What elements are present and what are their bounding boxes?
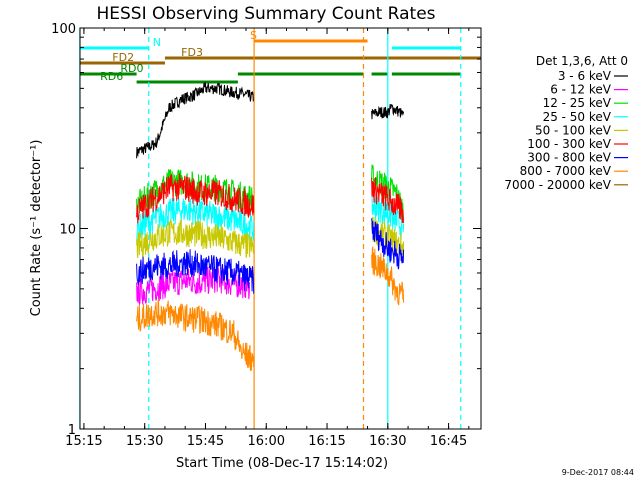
legend-entry-label-5: 100 - 300 keV <box>527 137 611 151</box>
series-layer <box>136 81 405 371</box>
chart-title: HESSI Observing Summary Count Rates <box>96 4 435 24</box>
y-tick-label-0: 1 <box>68 423 76 438</box>
flag-label-rd0: RD0 <box>120 62 143 75</box>
legend-entry-label-8: 7000 - 20000 keV <box>504 178 611 192</box>
x-tick-label-0: 15:15 <box>65 434 102 449</box>
footer-date: 9-Dec-2017 08:44 <box>562 468 634 477</box>
series-0-segment-1 <box>371 103 405 120</box>
y-axis-label: Count Rate (s⁻¹ detector⁻¹) <box>29 140 44 317</box>
series-5-segment-1 <box>371 177 405 223</box>
legend-entry-label-1: 6 - 12 keV <box>550 83 612 97</box>
x-tick-label-6: 16:45 <box>430 434 467 449</box>
series-6-segment-0 <box>136 249 255 294</box>
series-7-segment-0 <box>136 298 255 371</box>
series-5-segment-0 <box>136 173 255 224</box>
series-4-segment-0 <box>136 219 255 259</box>
flags-layer: NSFD2FD3RD0RD6 <box>79 29 481 84</box>
x-tick-label-5: 16:30 <box>369 434 406 449</box>
legend-entry-label-6: 300 - 800 keV <box>527 151 611 165</box>
x-tick-label-3: 16:00 <box>248 434 285 449</box>
flag-label-fd3: FD3 <box>181 46 203 59</box>
legend-entry-label-0: 3 - 6 keV <box>558 69 612 83</box>
legend-title: Det 1,3,6, Att 0 <box>536 54 628 68</box>
series-1-segment-0 <box>136 265 251 306</box>
x-tick-label-1: 15:30 <box>126 434 163 449</box>
series-6-segment-1 <box>371 218 405 270</box>
x-tick-label-2: 15:45 <box>187 434 224 449</box>
series-3-segment-1 <box>371 191 405 240</box>
legend-entry-label-2: 12 - 25 keV <box>543 96 612 110</box>
flag-label-fd2: FD2 <box>112 51 134 64</box>
legend-entry-label-7: 800 - 7000 keV <box>520 164 612 178</box>
ticks-layer: 15:15 15:30 15:45 16:00 16:15 16:30 16:45 1 10 10… <box>51 22 481 449</box>
flag-label-n: N <box>153 36 161 49</box>
series-0-segment-0 <box>136 81 254 159</box>
legend-entry-label-3: 25 - 50 keV <box>543 110 612 124</box>
series-3-segment-0 <box>136 197 255 243</box>
series-7-segment-1 <box>371 246 405 306</box>
x-tick-label-4: 16:15 <box>308 434 345 449</box>
y-tick-label-2: 100 <box>51 22 76 37</box>
legend-entry-label-4: 50 - 100 keV <box>535 123 612 137</box>
flag-label-rd6: RD6 <box>100 70 123 83</box>
x-axis-label: Start Time (08-Dec-17 15:14:02) <box>176 456 388 471</box>
y-tick-label-1: 10 <box>59 223 76 238</box>
